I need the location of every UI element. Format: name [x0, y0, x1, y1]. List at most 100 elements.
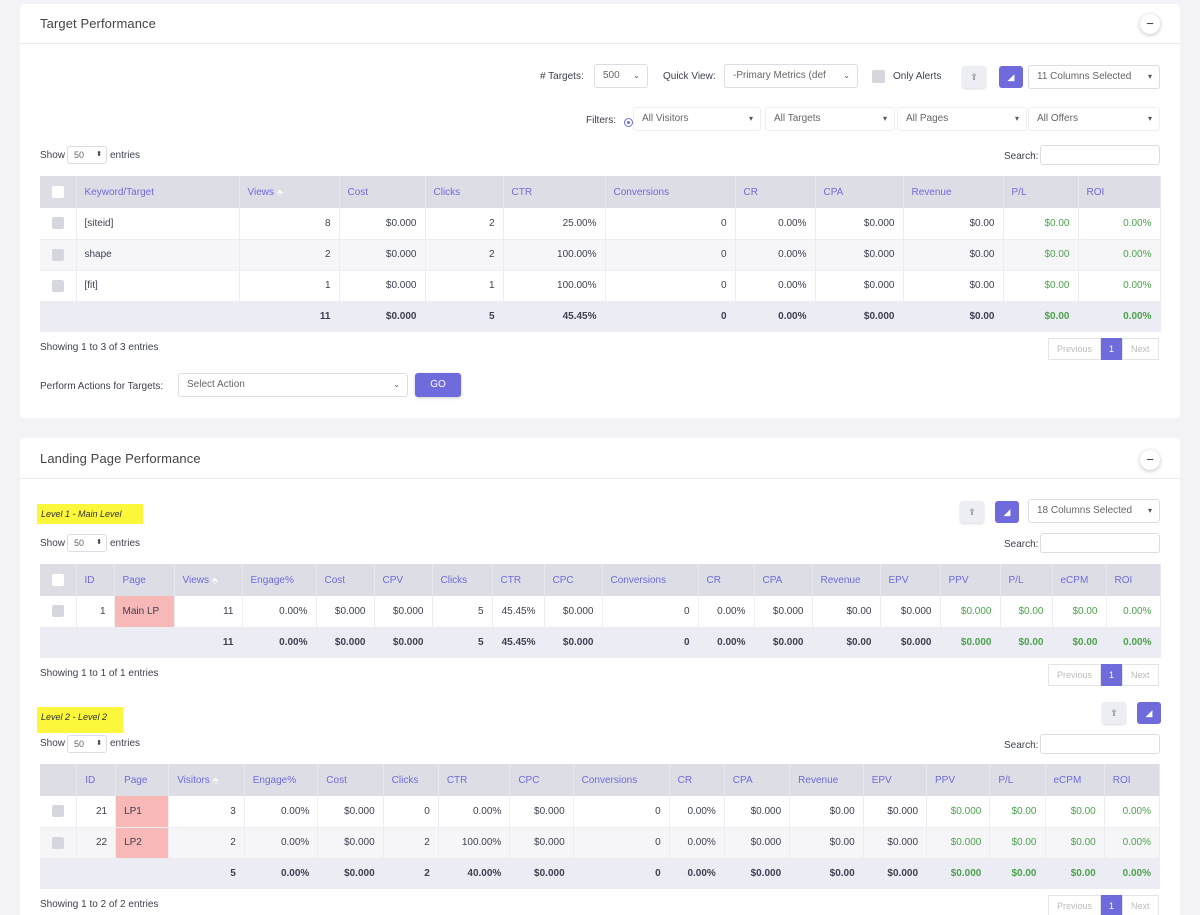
- col-conversions[interactable]: Conversions: [573, 764, 670, 796]
- col-cpc[interactable]: CPC: [544, 564, 603, 596]
- filter-visitors-select[interactable]: All Visitors ▾: [633, 107, 761, 131]
- collapse-target-button[interactable]: −: [1140, 14, 1160, 34]
- previous-page-button[interactable]: Previous: [1048, 895, 1102, 915]
- col-pl[interactable]: P/L: [1000, 564, 1053, 596]
- chart-button[interactable]: ◢: [999, 66, 1023, 88]
- col-clicks[interactable]: Clicks: [425, 176, 504, 208]
- col-revenue[interactable]: Revenue: [789, 764, 864, 796]
- chart-button[interactable]: ◢: [1137, 702, 1161, 724]
- cell-page[interactable]: Main LP: [114, 596, 175, 628]
- entries-select[interactable]: 50 ⬍: [67, 735, 107, 753]
- col-views[interactable]: Views ⬘: [174, 564, 243, 596]
- col-roi[interactable]: ROI: [1104, 764, 1161, 796]
- col-ppv[interactable]: PPV: [926, 764, 991, 796]
- filter-radio-icon[interactable]: [624, 117, 633, 127]
- export-button[interactable]: ⇪: [960, 501, 984, 523]
- filter-pages-select[interactable]: All Pages ▾: [897, 107, 1027, 131]
- row-checkbox[interactable]: [40, 208, 77, 240]
- chart-button[interactable]: ◢: [995, 501, 1019, 523]
- page-1-button[interactable]: 1: [1101, 338, 1123, 360]
- columns-select[interactable]: 18 Columns Selected ▾: [1028, 499, 1160, 523]
- col-id[interactable]: ID: [76, 564, 115, 596]
- row-checkbox[interactable]: [40, 270, 77, 302]
- col-cpa[interactable]: CPA: [724, 764, 791, 796]
- row-checkbox[interactable]: [40, 827, 78, 859]
- col-cr[interactable]: CR: [735, 176, 816, 208]
- col-cpa[interactable]: CPA: [815, 176, 904, 208]
- col-clicks[interactable]: Clicks: [432, 564, 493, 596]
- col-cpc[interactable]: CPC: [509, 764, 574, 796]
- go-button[interactable]: GO: [415, 373, 461, 397]
- total-cpv: $0.000: [374, 627, 433, 658]
- col-views[interactable]: Views ⬘: [239, 176, 340, 208]
- only-alerts-checkbox[interactable]: [872, 70, 885, 83]
- search-input[interactable]: [1040, 533, 1160, 553]
- quick-view-select[interactable]: -Primary Metrics (def ⌄: [724, 64, 858, 88]
- next-page-button[interactable]: Next: [1122, 338, 1159, 360]
- col-conversions[interactable]: Conversions: [605, 176, 736, 208]
- col-engage[interactable]: Engage%: [244, 764, 319, 796]
- cell-page[interactable]: LP1: [115, 796, 170, 828]
- col-pl[interactable]: P/L: [989, 764, 1046, 796]
- col-clicks[interactable]: Clicks: [383, 764, 439, 796]
- cell-page[interactable]: LP2: [115, 827, 170, 859]
- col-epv[interactable]: EPV: [863, 764, 928, 796]
- entries-select[interactable]: 50 ⬍: [67, 146, 107, 164]
- col-conversions[interactable]: Conversions: [602, 564, 699, 596]
- col-ctr[interactable]: CTR: [503, 176, 606, 208]
- col-epv[interactable]: EPV: [880, 564, 941, 596]
- col-engage[interactable]: Engage%: [242, 564, 317, 596]
- col-revenue[interactable]: Revenue: [903, 176, 1004, 208]
- col-id[interactable]: ID: [76, 764, 117, 796]
- collapse-landing-button[interactable]: −: [1140, 450, 1160, 470]
- search-input[interactable]: [1040, 734, 1160, 754]
- cell-cpa: $0.000: [724, 827, 791, 859]
- col-cpv[interactable]: CPV: [374, 564, 433, 596]
- page-1-button[interactable]: 1: [1101, 664, 1123, 686]
- previous-page-button[interactable]: Previous: [1048, 338, 1102, 360]
- col-roi[interactable]: ROI: [1106, 564, 1161, 596]
- entries-select[interactable]: 50 ⬍: [67, 534, 107, 552]
- row-checkbox[interactable]: [40, 596, 77, 628]
- sort-icon: ⬘: [212, 775, 219, 785]
- previous-page-button[interactable]: Previous: [1048, 664, 1102, 686]
- columns-select[interactable]: 11 Columns Selected ▾: [1028, 65, 1160, 89]
- row-checkbox[interactable]: [40, 796, 78, 828]
- page-1-button[interactable]: 1: [1101, 895, 1123, 915]
- col-ctr[interactable]: CTR: [438, 764, 511, 796]
- col-cost[interactable]: Cost: [317, 764, 384, 796]
- export-button[interactable]: ⇪: [1102, 702, 1126, 724]
- col-revenue[interactable]: Revenue: [812, 564, 881, 596]
- targets-count-select[interactable]: 500 ⌄: [594, 64, 648, 88]
- search-input[interactable]: [1040, 145, 1160, 165]
- col-cr[interactable]: CR: [698, 564, 755, 596]
- select-action-dropdown[interactable]: Select Action ⌄: [178, 373, 408, 397]
- col-visitors[interactable]: Visitors ⬘: [168, 764, 245, 796]
- cell-ctr: 45.45%: [492, 596, 545, 628]
- col-pl[interactable]: P/L: [1003, 176, 1079, 208]
- col-cpa[interactable]: CPA: [754, 564, 813, 596]
- col-keyword[interactable]: Keyword/Target: [76, 176, 240, 208]
- col-roi[interactable]: ROI: [1078, 176, 1161, 208]
- next-page-button[interactable]: Next: [1122, 664, 1159, 686]
- col-cr[interactable]: CR: [669, 764, 725, 796]
- select-all-checkbox[interactable]: [40, 564, 77, 596]
- col-ctr[interactable]: CTR: [492, 564, 545, 596]
- col-cost[interactable]: Cost: [316, 564, 375, 596]
- cell-views: 1: [239, 270, 340, 302]
- select-all-checkbox[interactable]: [40, 176, 77, 208]
- row-checkbox[interactable]: [40, 239, 77, 271]
- export-button[interactable]: ⇪: [962, 66, 986, 88]
- col-ecpm[interactable]: eCPM: [1045, 764, 1105, 796]
- col-ecpm[interactable]: eCPM: [1052, 564, 1107, 596]
- col-page[interactable]: Page: [114, 564, 175, 596]
- next-page-button[interactable]: Next: [1122, 895, 1159, 915]
- cell-pl: $0.00: [989, 796, 1046, 828]
- cell-ecpm: $0.00: [1052, 596, 1107, 628]
- col-cost[interactable]: Cost: [339, 176, 426, 208]
- col-page[interactable]: Page: [115, 764, 170, 796]
- cell-clicks: 2: [383, 827, 439, 859]
- col-ppv[interactable]: PPV: [940, 564, 1001, 596]
- filter-targets-select[interactable]: All Targets ▾: [765, 107, 895, 131]
- filter-offers-select[interactable]: All Offers ▾: [1028, 107, 1160, 131]
